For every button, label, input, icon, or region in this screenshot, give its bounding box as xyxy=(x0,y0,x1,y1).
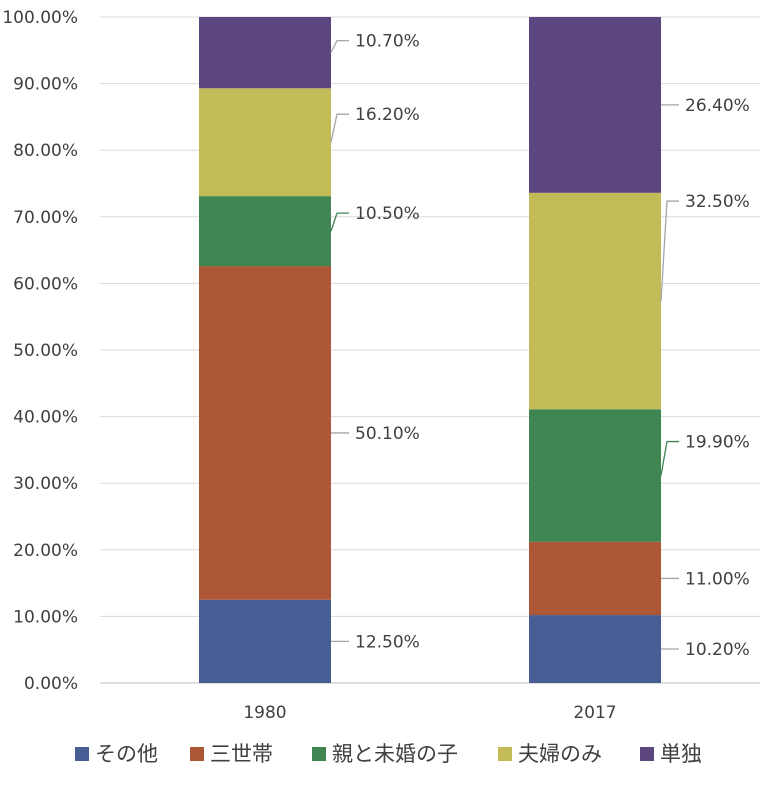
y-tick-label: 20.00% xyxy=(13,541,78,561)
legend-label: 三世帯 xyxy=(210,742,273,766)
data-label: 10.70% xyxy=(355,32,420,52)
bars xyxy=(199,17,661,683)
y-tick-label: 40.00% xyxy=(13,408,78,428)
legend-swatch xyxy=(190,747,204,761)
legend-item: 三世帯 xyxy=(190,742,273,766)
data-label: 10.50% xyxy=(355,204,420,224)
y-tick-label: 80.00% xyxy=(13,141,78,161)
legend-item: その他 xyxy=(75,742,158,766)
x-tick-label: 1980 xyxy=(243,703,286,723)
data-label: 50.10% xyxy=(355,424,420,444)
bar-segment xyxy=(529,541,661,616)
x-axis-ticks: 1980 2017 xyxy=(243,703,616,723)
data-label: 32.50% xyxy=(685,192,750,212)
y-axis-ticks: 0.00% 10.00% 20.00% 30.00% 40.00% 50.00% 60.00… xyxy=(2,8,78,694)
legend-label: 親と未婚の子 xyxy=(332,742,458,766)
y-tick-label: 60.00% xyxy=(13,274,78,294)
data-label: 26.40% xyxy=(685,96,750,116)
legend-swatch xyxy=(640,747,654,761)
leader-line xyxy=(660,440,679,476)
leader-line xyxy=(660,200,679,302)
y-tick-label: 0.00% xyxy=(24,674,78,694)
bar-segment xyxy=(529,409,661,542)
y-tick-label: 30.00% xyxy=(13,474,78,494)
y-tick-label: 100.00% xyxy=(2,8,78,28)
data-label: 10.20% xyxy=(685,640,750,660)
legend-item: 夫婦のみ xyxy=(498,742,602,766)
legend-label: その他 xyxy=(95,742,158,766)
legend-swatch xyxy=(498,747,512,761)
bar-segment xyxy=(199,196,331,267)
leader-line xyxy=(330,113,349,143)
y-tick-label: 90.00% xyxy=(13,75,78,95)
bar-segment xyxy=(199,266,331,600)
legend: その他 三世帯 親と未婚の子 夫婦のみ 単独 xyxy=(75,742,702,766)
y-tick-label: 70.00% xyxy=(13,208,78,228)
leader-line xyxy=(330,39,349,53)
legend-label: 単独 xyxy=(660,742,702,766)
legend-swatch xyxy=(312,747,326,761)
x-tick-label: 2017 xyxy=(573,703,616,723)
legend-item: 単独 xyxy=(640,742,702,766)
legend-label: 夫婦のみ xyxy=(518,742,602,766)
data-label: 16.20% xyxy=(355,105,420,125)
legend-item: 親と未婚の子 xyxy=(312,742,458,766)
y-tick-label: 50.00% xyxy=(13,341,78,361)
bar-segment xyxy=(529,615,661,683)
bar-segment xyxy=(529,192,661,410)
bar-segment xyxy=(529,17,661,193)
data-labels: 12.50% 50.10% 10.50% 16.20% 10.70% 10.20% 11.0… xyxy=(330,32,750,660)
bar-segment xyxy=(199,17,331,89)
bar-segment xyxy=(199,88,331,197)
data-label: 11.00% xyxy=(685,569,750,589)
leader-line xyxy=(330,212,349,232)
y-tick-label: 10.00% xyxy=(13,607,78,627)
data-label: 19.90% xyxy=(685,433,750,453)
data-label: 12.50% xyxy=(355,632,420,652)
legend-swatch xyxy=(75,747,89,761)
bar-segment xyxy=(199,599,331,683)
